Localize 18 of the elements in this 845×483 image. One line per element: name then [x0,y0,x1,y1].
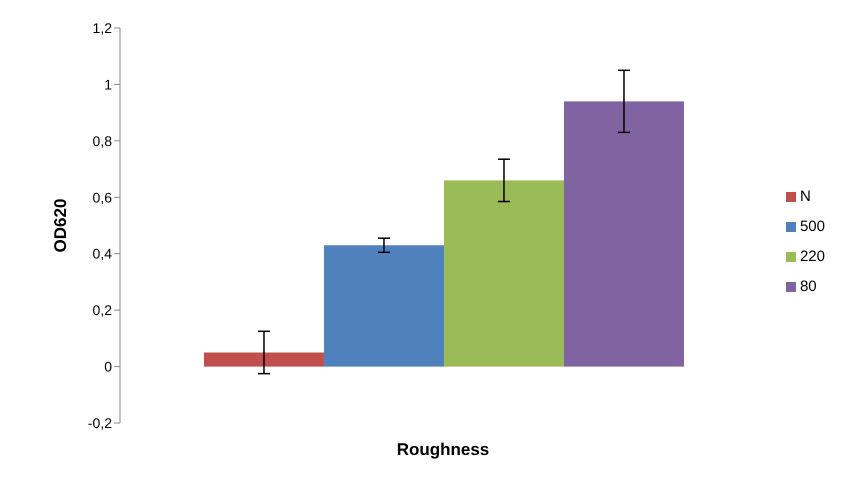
legend-label: N [800,188,811,204]
bar [444,180,564,367]
y-axis-title: OD620 [51,198,70,252]
bar [324,245,444,367]
y-tick-label: 0,2 [92,302,112,318]
y-tick-label: -0,2 [88,414,112,431]
bar [204,352,324,367]
legend-label: 80 [800,278,817,294]
y-tick-label: 1,2 [92,20,112,36]
y-tick-label: 0,6 [92,189,112,206]
y-tick-label: 0 [104,358,112,375]
x-axis-title: Roughness [396,440,490,459]
y-tick-label: 0,4 [92,246,112,262]
legend-label: 220 [800,248,825,264]
y-tick-label: 0,8 [92,132,112,149]
bar [564,101,684,367]
y-tick-label: 1 [104,76,112,92]
legend-label: 500 [800,218,825,234]
